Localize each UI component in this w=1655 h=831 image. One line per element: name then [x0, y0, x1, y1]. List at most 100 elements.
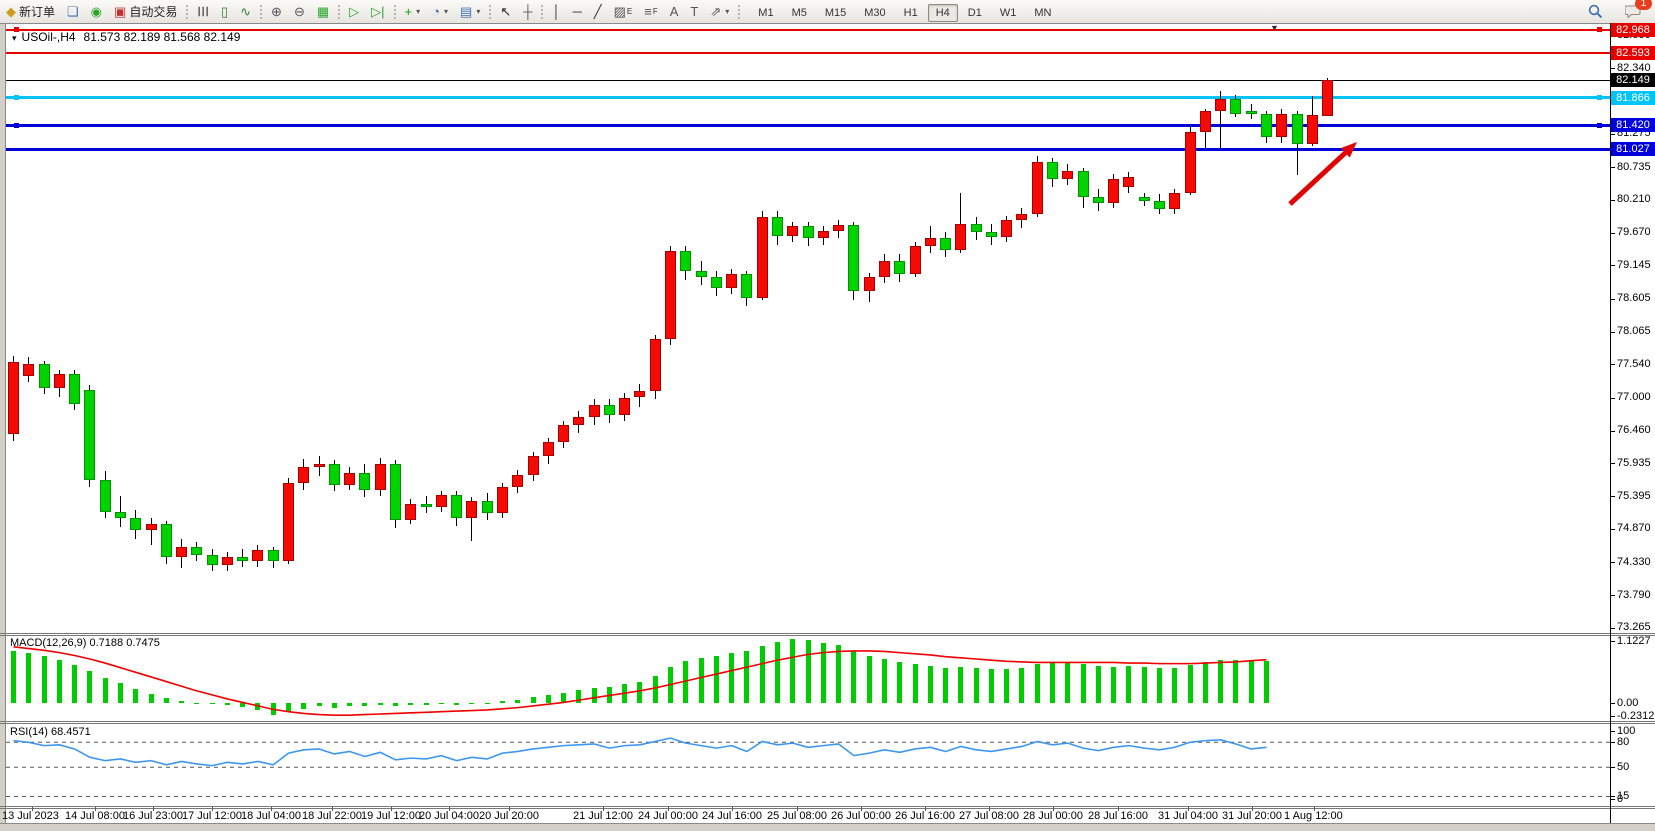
time-label: 26 Jul 16:00	[895, 810, 955, 822]
pane-separator[interactable]	[0, 635, 1655, 636]
equidistant-channel-button[interactable]: ▨ E	[609, 1, 638, 22]
time-label: 14 Jul 08:00	[65, 810, 125, 822]
candle-body	[1169, 192, 1181, 210]
horizontal-line-object[interactable]	[6, 28, 1610, 31]
trendline-icon: ╱	[593, 4, 602, 19]
horizontal-line-object[interactable]	[6, 51, 1610, 54]
tab-timeframe-h1[interactable]: H1	[903, 6, 918, 19]
auto-scroll-button[interactable]: ▷	[344, 1, 364, 22]
time-tick	[153, 807, 154, 811]
chart-shift-marker-icon[interactable]: ▼	[1270, 23, 1279, 33]
line-anchor-handle[interactable]	[1597, 122, 1602, 128]
macd-axis-label: -0.2312	[1617, 709, 1655, 722]
tab-timeframe-m15[interactable]: M15	[824, 6, 847, 19]
tab-timeframe-m5[interactable]: M5	[791, 6, 807, 19]
zoom-in-button[interactable]: ⊕	[266, 1, 287, 22]
line-anchor-handle[interactable]	[1597, 95, 1602, 100]
price-tick-label: 79.145	[1617, 258, 1651, 271]
pane-separator[interactable]	[0, 633, 1655, 634]
candle-body	[466, 501, 478, 518]
rsi-indicator-label: RSI(14) 68.4571	[10, 726, 91, 738]
period-button[interactable]: ◔ ▾	[427, 1, 453, 22]
signals-button[interactable]: ◉	[86, 1, 107, 22]
zoom-out-icon: ⊖	[293, 4, 305, 19]
price-tick	[1610, 133, 1615, 135]
template-button[interactable]: ▤ ▾	[455, 1, 485, 22]
bar-chart-icon: ☰	[195, 5, 211, 18]
candle-body	[145, 523, 157, 531]
horizontal-line-object[interactable]	[6, 123, 1610, 127]
autotrading-button[interactable]: ▣ 自动交易	[109, 1, 182, 22]
arrow-objects-button[interactable]: ⇗ ▾	[705, 1, 734, 22]
pane-separator[interactable]	[0, 808, 1655, 809]
candle-body	[726, 274, 738, 288]
time-tick	[989, 807, 990, 811]
crosshair-button[interactable]: ┼	[518, 1, 537, 22]
horizontal-line-object[interactable]	[6, 96, 1610, 99]
trendline-button[interactable]: ╱	[589, 1, 607, 22]
line-anchor-handle[interactable]	[14, 27, 19, 33]
time-tick	[32, 807, 33, 811]
status-strip	[0, 824, 1655, 831]
line-anchor-handle[interactable]	[14, 122, 19, 128]
macd-axis-tick	[1610, 703, 1615, 704]
zoom-out-button[interactable]: ⊖	[289, 1, 310, 22]
add-indicator-button[interactable]: + ▾	[400, 1, 426, 22]
text-label-icon: T	[690, 4, 699, 19]
tab-timeframe-m1[interactable]: M1	[758, 6, 774, 19]
time-label: 25 Jul 08:00	[767, 810, 827, 822]
time-tick	[509, 807, 510, 811]
pane-separator[interactable]	[0, 723, 1655, 724]
tile-windows-button[interactable]: ▦	[312, 1, 334, 22]
rsi-axis-tick	[1610, 799, 1615, 800]
price-tick	[1610, 430, 1615, 432]
price-tick	[1610, 496, 1615, 498]
candle-body	[1016, 213, 1028, 220]
tab-timeframe-h4[interactable]: H4	[927, 3, 958, 22]
candle-body	[863, 277, 875, 292]
new-order-icon: ◆	[6, 4, 16, 19]
tab-timeframe-w1[interactable]: W1	[999, 6, 1017, 19]
candlestick-chart-button[interactable]: ▯	[216, 1, 233, 22]
price-tick	[1610, 595, 1615, 597]
price-tick	[1610, 627, 1615, 629]
pane-separator[interactable]	[0, 806, 1655, 807]
line-chart-button[interactable]: ∿	[235, 1, 256, 22]
macd-histogram-bar	[1111, 666, 1117, 703]
tab-timeframe-d1[interactable]: D1	[967, 6, 982, 19]
horizontal-line-button[interactable]: ─	[568, 1, 587, 22]
chart-menu-dropdown-icon[interactable]: ▾	[12, 33, 17, 43]
candle-body	[649, 338, 661, 392]
candle-body	[665, 250, 677, 339]
candle-body	[283, 482, 295, 561]
horizontal-line-object[interactable]	[6, 147, 1610, 151]
candle-body	[1306, 115, 1318, 145]
macd-axis-tick	[1610, 716, 1615, 717]
time-tick	[1188, 807, 1189, 811]
fibonacci-button[interactable]: ≡ F	[639, 1, 662, 22]
pane-separator[interactable]	[0, 721, 1655, 722]
candle-body	[756, 217, 768, 298]
tab-timeframe-mn[interactable]: MN	[1034, 6, 1052, 19]
tab-timeframe-m30[interactable]: M30	[864, 6, 886, 19]
text-button[interactable]: A	[665, 1, 684, 22]
profile-charts-button[interactable]: ❏	[62, 1, 84, 22]
chart-shift-button[interactable]: ▷|	[366, 1, 389, 22]
autotrading-button-label: 自动交易	[129, 5, 178, 19]
candle-body	[359, 472, 371, 490]
text-label-button[interactable]: T	[685, 1, 703, 22]
line-anchor-handle[interactable]	[1597, 27, 1602, 33]
price-tick-label: 76.460	[1617, 424, 1651, 437]
new-order-button[interactable]: ◆ 新订单	[1, 1, 60, 22]
price-tick-label: 74.870	[1617, 522, 1651, 535]
line-anchor-handle[interactable]	[14, 95, 19, 100]
macd-histogram-bar	[331, 703, 337, 708]
search-button[interactable]	[1583, 1, 1608, 22]
cursor-button[interactable]: ↖	[495, 1, 516, 22]
notifications-button[interactable]: 1	[1620, 0, 1652, 22]
candle-body	[176, 546, 188, 557]
candle-body	[298, 466, 310, 483]
vertical-line-button[interactable]: │	[547, 1, 565, 22]
time-label: 28 Jul 00:00	[1023, 810, 1083, 822]
bar-chart-button[interactable]: ☰	[192, 1, 214, 22]
